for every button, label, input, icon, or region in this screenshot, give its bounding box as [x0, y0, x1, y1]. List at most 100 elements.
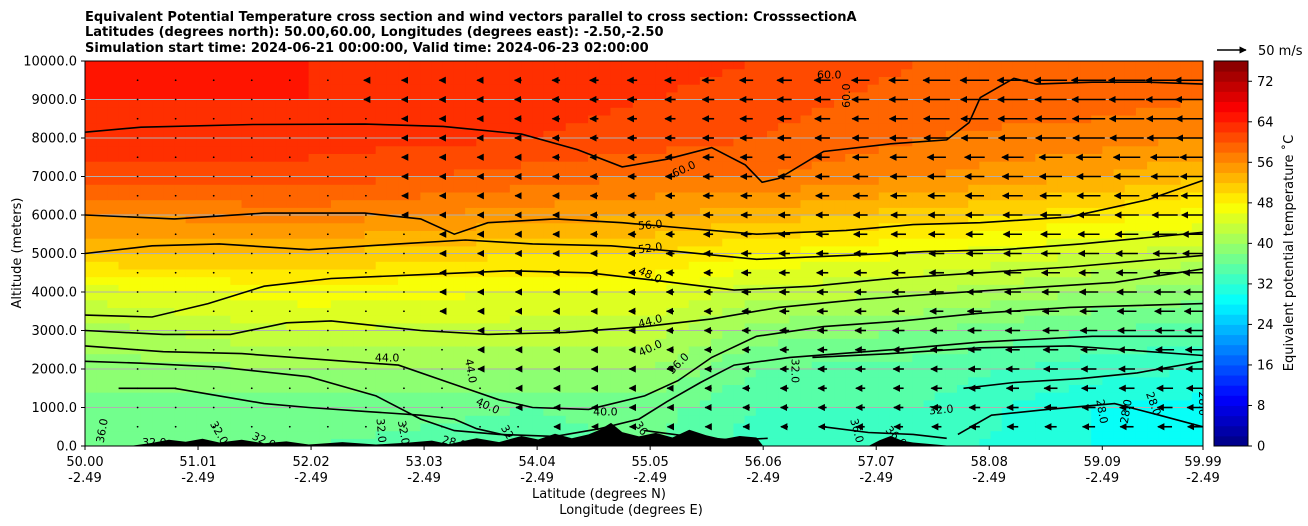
field-cell: [85, 392, 97, 401]
field-cell: [889, 138, 902, 147]
field-cell: [543, 284, 556, 293]
field-cell: [152, 68, 164, 77]
field-cell: [263, 238, 276, 247]
field-cell: [297, 376, 310, 385]
field-cell: [800, 61, 813, 70]
field-cell: [1068, 438, 1081, 446]
field-cell: [834, 207, 846, 216]
field-cell: [319, 268, 332, 278]
field-cell: [632, 176, 645, 185]
field-cell: [789, 153, 802, 162]
field-cell: [532, 292, 544, 301]
field-cell: [196, 99, 209, 108]
field-cell: [599, 307, 612, 316]
field-cell: [766, 407, 779, 416]
field-cell: [319, 138, 332, 147]
field-cell: [118, 253, 131, 262]
field-cell: [353, 130, 366, 139]
field-cell: [554, 161, 567, 170]
field-cell: [207, 68, 220, 77]
field-cell: [196, 176, 209, 185]
field-cell: [878, 207, 891, 216]
field-cell: [789, 61, 802, 70]
field-cell: [241, 84, 254, 93]
field-cell: [442, 299, 455, 308]
field-cell: [1046, 222, 1059, 231]
field-cell: [1191, 438, 1203, 446]
field-cell: [778, 138, 790, 147]
field-cell: [1024, 84, 1036, 93]
field-cell: [364, 99, 377, 108]
field-cell: [834, 107, 846, 116]
field-cell: [867, 415, 880, 424]
field-cell: [107, 407, 120, 416]
field-cell: [386, 415, 399, 424]
field-cell: [1012, 107, 1025, 116]
field-cell: [252, 84, 265, 93]
field-cell: [96, 84, 108, 93]
field-cell: [1091, 407, 1103, 416]
field-cell: [990, 68, 1003, 77]
field-cell: [353, 207, 366, 216]
field-cell: [1135, 438, 1148, 446]
field-cell: [1158, 430, 1171, 439]
field-cell: [867, 438, 880, 446]
field-cell: [621, 61, 634, 70]
field-cell: [755, 191, 768, 201]
field-cell: [85, 130, 97, 139]
field-cell: [342, 299, 354, 308]
field-cell: [800, 215, 813, 224]
field-cell: [330, 84, 343, 93]
field-cell: [789, 207, 802, 216]
field-cell: [755, 168, 768, 178]
field-cell: [163, 91, 176, 101]
field-cell: [789, 91, 802, 101]
field-cell: [487, 230, 500, 239]
field-cell: [1057, 430, 1070, 439]
field-cell: [565, 315, 578, 324]
field-cell: [453, 315, 466, 324]
field-cell: [286, 407, 299, 416]
field-cell: [856, 168, 869, 178]
field-cell: [129, 322, 142, 332]
field-cell: [409, 330, 421, 339]
field-cell: [297, 422, 310, 432]
field-cell: [1191, 284, 1203, 293]
field-cell: [498, 268, 511, 278]
field-cell: [442, 376, 455, 385]
field-cell: [241, 369, 254, 378]
field-cell: [923, 145, 936, 154]
field-cell: [85, 99, 97, 108]
field-cell: [174, 315, 187, 324]
field-cell: [744, 315, 757, 324]
field-cell: [644, 253, 656, 262]
field-cell: [476, 430, 489, 439]
field-cell: [576, 430, 589, 439]
field-cell: [465, 238, 477, 247]
field-cell: [744, 276, 757, 285]
field-cell: [666, 299, 679, 308]
field-cell: [800, 261, 813, 270]
field-cell: [733, 392, 746, 401]
field-cell: [521, 392, 533, 401]
field-cell: [834, 284, 846, 293]
field-cell: [543, 384, 556, 393]
field-cell: [856, 130, 869, 139]
field-cell: [688, 107, 701, 116]
field-cell: [1024, 345, 1036, 355]
field-cell: [241, 392, 254, 401]
field-cell: [252, 99, 265, 108]
field-cell: [811, 261, 824, 270]
field-cell: [934, 176, 947, 185]
field-cell: [543, 161, 556, 170]
field-cell: [644, 322, 656, 332]
field-cell: [152, 153, 164, 162]
field-cell: [711, 230, 723, 239]
field-cell: [185, 345, 198, 355]
field-cell: [129, 276, 142, 285]
field-cell: [297, 122, 310, 131]
field-cell: [152, 392, 164, 401]
field-cell: [364, 438, 377, 446]
field-cell: [599, 199, 612, 208]
field-cell: [409, 376, 421, 385]
